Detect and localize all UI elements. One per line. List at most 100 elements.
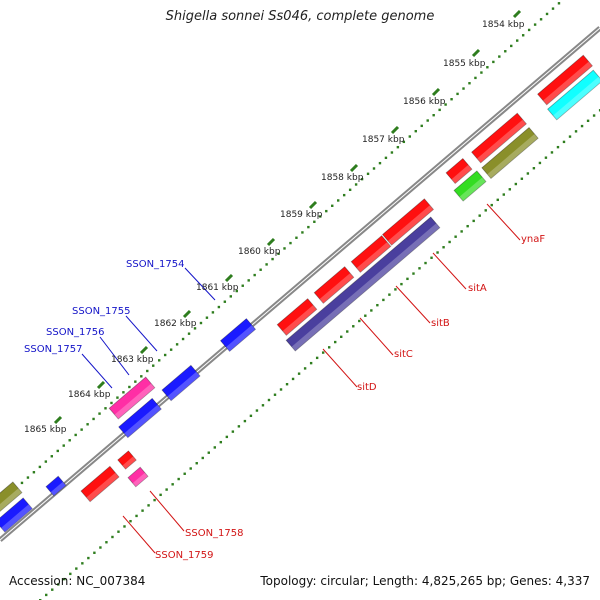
tick-mark (474, 76, 477, 80)
tick-mark (86, 423, 89, 426)
tick-mark (195, 462, 198, 465)
tick-mark (249, 414, 253, 418)
tick-mark (110, 401, 113, 405)
gene-block-ssn-1757-bevel (124, 404, 162, 438)
major-tick (53, 415, 63, 425)
tick-mark (63, 577, 66, 581)
gene-block-olive-bevel (487, 133, 539, 179)
tick-mark (568, 135, 572, 138)
gene-block-ssn-1756-body (108, 376, 156, 420)
tick-mark (116, 396, 119, 399)
tick-mark (504, 50, 507, 53)
gene-block-ssn-1758-body (127, 466, 149, 488)
gene-block-cyan-body (547, 69, 600, 121)
gene-block-red-bevel (543, 61, 593, 105)
tick-mark (527, 28, 531, 32)
tick-mark (480, 71, 483, 74)
gene-block-olive-left-bevel (0, 488, 22, 512)
tick-mark (62, 444, 65, 447)
tick-mark (175, 343, 179, 346)
gene-block-ynaf-bevel (459, 177, 486, 202)
gene-block-ssn-1757[interactable] (118, 397, 162, 439)
major-tick (390, 125, 400, 135)
label-leader-line (486, 203, 521, 241)
tick-mark (388, 293, 391, 296)
gene-block-blue-small[interactable] (45, 475, 67, 497)
gene-block-red[interactable] (445, 157, 473, 185)
gene-block-blue-left[interactable] (0, 497, 33, 533)
tick-mark (538, 161, 542, 165)
tick-mark (201, 456, 204, 460)
gene-block-ssn-1756[interactable] (108, 376, 156, 420)
tick-mark (516, 39, 519, 42)
label-leader-line (81, 353, 113, 389)
gene-block-ssn-1759[interactable] (80, 465, 120, 503)
gene-block-ssn-1758[interactable] (127, 466, 149, 488)
tick-mark (354, 183, 358, 186)
tick-mark (235, 289, 238, 293)
tick-mark (456, 92, 459, 96)
tick-mark (171, 483, 174, 486)
gene-block-ssn-1755[interactable] (161, 364, 201, 402)
gene-block-red[interactable] (381, 198, 435, 246)
tick-mark (81, 562, 84, 565)
tick-mark (219, 440, 223, 444)
tick-mark (406, 277, 409, 281)
label-leader-line (432, 252, 467, 290)
tick-mark (414, 129, 417, 133)
tick-mark (80, 428, 83, 431)
gene-label-sitb: sitB (431, 318, 450, 329)
gene-block-ynaf[interactable] (453, 170, 487, 202)
gene-block-red[interactable] (537, 54, 593, 106)
tick-mark (545, 12, 549, 16)
tick-mark (378, 161, 382, 165)
gene-block-red[interactable] (350, 235, 392, 273)
tick-mark (400, 282, 403, 286)
tick-mark (533, 23, 537, 26)
tick-mark (309, 361, 313, 365)
tick-mark (301, 231, 304, 234)
tick-mark (229, 295, 233, 298)
gene-block-ssn-1754[interactable] (219, 318, 257, 352)
tick-mark (135, 514, 138, 518)
gene-block-olive-left[interactable] (0, 481, 23, 512)
label-leaders (81, 203, 521, 554)
tick-mark (277, 252, 280, 255)
tick-mark (520, 177, 524, 180)
tick-mark (376, 303, 379, 307)
gene-block-sitd[interactable] (285, 216, 441, 352)
tick-mark (211, 311, 215, 314)
gene-block-red[interactable] (471, 112, 527, 164)
tick-mark (183, 472, 186, 475)
tick-mark (271, 257, 274, 261)
tick-mark (92, 417, 95, 421)
gene-block-red[interactable] (313, 266, 355, 304)
genome-backbone (0, 26, 600, 542)
tick-mark (123, 525, 126, 528)
gene-label-sson-1754: SSON_1754 (126, 259, 185, 270)
gene-block-red[interactable] (276, 298, 318, 336)
tick-mark (165, 488, 168, 491)
gene-block-ssn-1758-small[interactable] (117, 450, 137, 470)
gene-label-sson-1757: SSON_1757 (24, 344, 83, 355)
tick-mark (468, 82, 471, 85)
gene-block-cyan[interactable] (547, 69, 600, 121)
tick-mark (189, 467, 192, 470)
gene-label-sitc: sitC (394, 349, 413, 360)
tick-mark (478, 214, 481, 217)
gene-label-sson-1755: SSON_1755 (72, 306, 131, 317)
tick-mark (348, 188, 352, 192)
tick-mark (313, 220, 316, 223)
tick-mark (247, 279, 250, 282)
tick-mark (556, 145, 560, 149)
gene-block-olive[interactable] (481, 126, 539, 180)
tick-mark (450, 98, 453, 101)
tick-mark (237, 425, 241, 428)
tick-mark (346, 330, 349, 333)
tick-mark (334, 340, 337, 344)
tick-mark (420, 124, 423, 128)
tick-mark (20, 481, 24, 485)
tick-mark (521, 34, 525, 37)
